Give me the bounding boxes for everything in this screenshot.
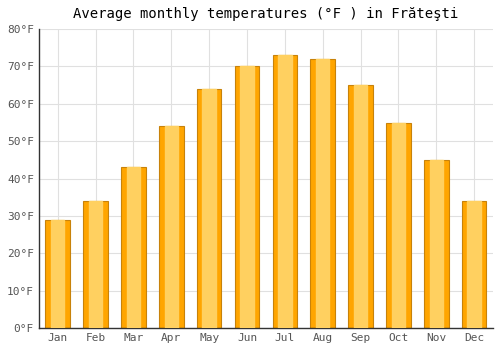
Bar	[316, 59, 330, 328]
Bar	[51, 220, 64, 328]
Bar	[462, 201, 486, 328]
Bar	[84, 201, 108, 328]
Bar	[430, 160, 443, 328]
Bar	[240, 66, 254, 328]
Bar	[126, 167, 140, 328]
Bar	[121, 167, 146, 328]
Bar	[197, 89, 222, 328]
Bar	[272, 55, 297, 328]
Bar	[159, 126, 184, 328]
Bar	[424, 160, 448, 328]
Bar	[468, 201, 481, 328]
Bar	[310, 59, 335, 328]
Bar	[386, 122, 410, 328]
Bar	[46, 220, 70, 328]
Title: Average monthly temperatures (°F ) in Frăteşti: Average monthly temperatures (°F ) in Fr…	[74, 7, 458, 21]
Bar	[234, 66, 260, 328]
Bar	[202, 89, 216, 328]
Bar	[392, 122, 405, 328]
Bar	[89, 201, 102, 328]
Bar	[164, 126, 178, 328]
Bar	[278, 55, 291, 328]
Bar	[348, 85, 373, 328]
Bar	[354, 85, 368, 328]
